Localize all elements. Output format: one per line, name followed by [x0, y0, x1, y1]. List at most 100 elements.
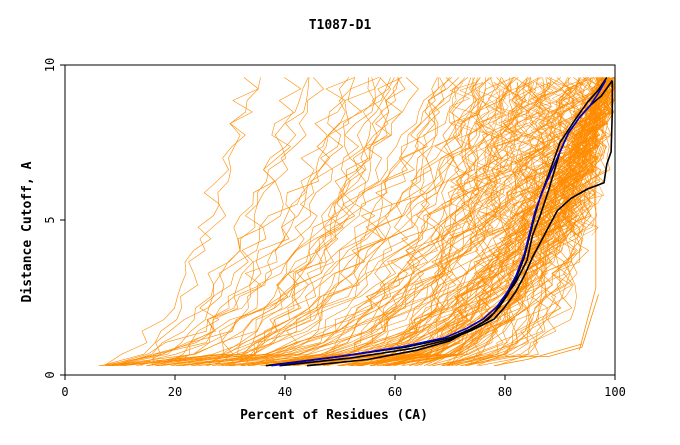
background-model-curve	[343, 77, 509, 366]
background-model-curve	[370, 77, 588, 366]
highlighted-model-curves	[265, 76, 614, 367]
background-model-curve	[485, 82, 518, 236]
background-model-curve	[308, 77, 603, 366]
background-model-curve	[441, 77, 614, 366]
x-tick-label: 60	[388, 385, 402, 399]
x-axis-ticks: 0 20 40 60 80 100	[61, 375, 626, 399]
background-model-curve	[556, 82, 588, 236]
background-model-curve	[376, 77, 608, 366]
background-model-curve	[112, 77, 302, 366]
background-model-curve	[249, 77, 594, 366]
background-model-curve	[381, 77, 539, 366]
background-model-curve	[507, 82, 538, 236]
highlighted-curve-4	[271, 80, 607, 367]
background-model-curve	[514, 82, 546, 236]
background-model-curve	[173, 77, 325, 366]
y-tick-label: 5	[43, 216, 57, 223]
background-model-curve	[247, 77, 512, 366]
background-model-curve	[101, 77, 466, 366]
background-model-curve	[249, 77, 401, 366]
x-tick-label: 20	[168, 385, 182, 399]
background-model-curve	[268, 77, 477, 366]
x-tick-label: 100	[604, 385, 626, 399]
background-model-curve	[565, 82, 599, 236]
background-model-curve	[477, 82, 511, 236]
background-model-curve	[447, 82, 479, 236]
background-model-curve	[387, 77, 615, 366]
background-model-curve	[157, 77, 438, 366]
background-model-curve	[124, 77, 356, 366]
background-model-curve	[493, 343, 583, 367]
background-model-curve	[503, 82, 536, 236]
background-model-curve	[98, 77, 481, 366]
background-model-curve	[385, 77, 614, 366]
background-model-curve	[572, 82, 601, 236]
background-model-curve	[211, 77, 515, 366]
background-model-curve	[230, 77, 527, 366]
background-model-curve	[273, 77, 450, 366]
background-model-curve	[147, 77, 403, 366]
background-model-curve	[111, 77, 460, 366]
background-model-curves	[98, 77, 615, 367]
highlighted-curve-3	[279, 80, 614, 367]
background-model-curve	[207, 77, 375, 366]
background-model-curve	[461, 77, 615, 366]
background-model-curve	[523, 82, 548, 236]
background-model-curve	[140, 77, 382, 366]
background-model-curve	[519, 82, 553, 236]
background-model-curve	[534, 82, 565, 236]
background-model-curve	[467, 82, 499, 236]
background-model-curve	[340, 77, 502, 366]
background-model-curve	[107, 77, 380, 366]
background-model-curve	[179, 77, 589, 366]
background-model-curve	[448, 82, 479, 236]
background-model-curve	[347, 77, 563, 366]
background-model-curve	[105, 77, 452, 366]
background-model-curve	[519, 82, 551, 236]
background-model-curve	[148, 77, 509, 366]
background-model-curve	[198, 77, 603, 366]
background-model-curve	[229, 77, 482, 366]
background-model-curve	[492, 82, 524, 236]
background-model-curve	[103, 77, 259, 366]
background-model-curve	[160, 77, 309, 366]
y-axis-label: Distance Cutoff, A	[20, 161, 35, 302]
background-model-curve	[539, 82, 569, 236]
background-model-curve	[228, 77, 392, 366]
chart-title: T1087-D1	[309, 18, 372, 33]
background-model-curve	[304, 77, 495, 366]
background-model-curve	[214, 77, 439, 366]
background-model-curve	[570, 82, 603, 236]
background-model-curve	[369, 77, 532, 366]
background-model-curve	[556, 82, 584, 236]
background-model-curve	[548, 82, 581, 236]
background-model-curve	[297, 77, 615, 366]
background-model-curve	[506, 82, 539, 236]
background-model-curve	[222, 77, 519, 366]
background-model-curve	[505, 294, 599, 357]
background-model-curve	[360, 77, 588, 366]
background-model-curve	[578, 96, 597, 351]
background-model-curve	[532, 82, 564, 236]
background-model-curve	[136, 77, 419, 366]
background-model-curve	[190, 77, 615, 366]
background-model-curve	[182, 77, 529, 366]
x-tick-label: 40	[278, 385, 292, 399]
x-tick-label: 80	[498, 385, 512, 399]
background-model-curve	[225, 77, 403, 366]
x-axis-label: Percent of Residues (CA)	[240, 408, 428, 423]
background-model-curve	[371, 77, 615, 366]
background-model-curve	[105, 77, 460, 366]
y-axis-ticks: 0 5 10	[43, 58, 65, 379]
background-model-curve	[114, 77, 310, 366]
background-model-curve	[111, 77, 532, 366]
background-model-curve	[401, 77, 604, 366]
background-model-curve	[107, 77, 395, 366]
y-tick-label: 10	[43, 58, 57, 72]
x-tick-label: 0	[61, 385, 68, 399]
background-model-curve	[243, 77, 406, 366]
background-model-curve	[536, 82, 568, 236]
background-model-curve	[544, 82, 577, 236]
